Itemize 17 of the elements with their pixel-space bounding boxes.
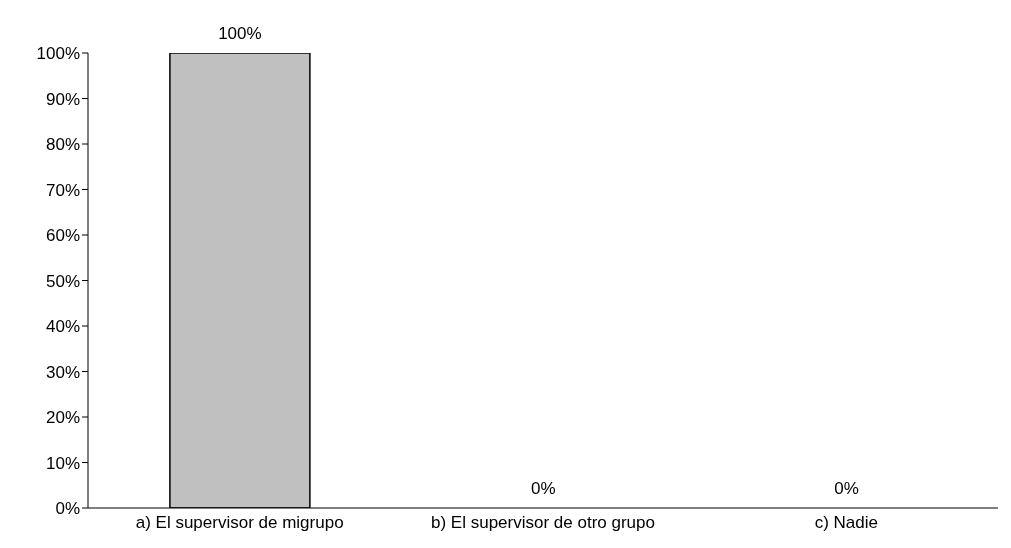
data-label: 0% bbox=[834, 479, 859, 498]
y-tick-label: 80% bbox=[45, 135, 80, 155]
y-tick-label: 60% bbox=[45, 226, 80, 246]
y-tick-label: 90% bbox=[45, 89, 80, 109]
y-tick-label: 30% bbox=[45, 362, 80, 382]
data-label: 100% bbox=[218, 24, 262, 43]
y-tick-label: 100% bbox=[36, 44, 80, 64]
y-tick-label: 50% bbox=[45, 271, 80, 291]
x-tick-label: b) El supervisor de otro grupo bbox=[431, 513, 655, 533]
x-tick-label: a) El supervisor de migrupo bbox=[135, 513, 344, 533]
x-tick-label: c) Nadie bbox=[814, 513, 878, 533]
y-tick-label: 20% bbox=[45, 408, 80, 428]
y-tick-label: 40% bbox=[45, 317, 80, 337]
data-label: 0% bbox=[530, 479, 556, 498]
y-tick-label: 10% bbox=[45, 453, 80, 473]
y-tick-label: 70% bbox=[45, 180, 80, 200]
y-tick-label: 0% bbox=[55, 499, 80, 519]
